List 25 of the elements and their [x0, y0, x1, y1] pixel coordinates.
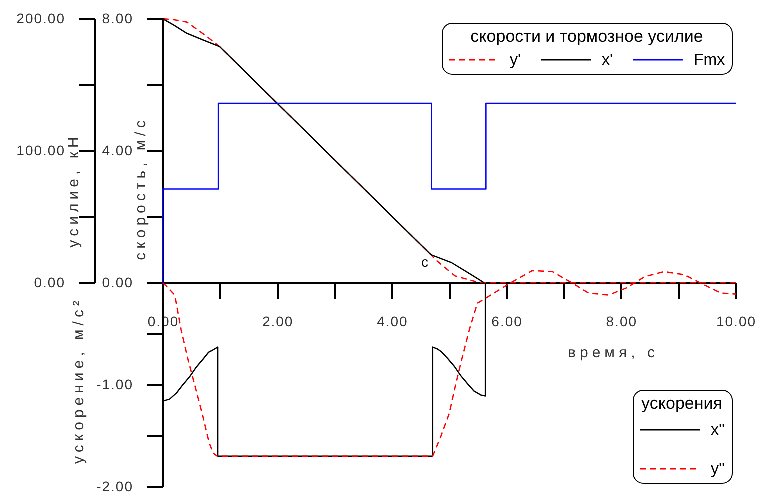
text: скорости и тормозное усилие: [470, 27, 704, 46]
legend-label: x'': [711, 422, 726, 439]
x-tick-label: 2.00: [262, 314, 294, 330]
y-tick-label: 0.00: [102, 274, 134, 290]
y3-axis-title: ускорение, м/с²: [70, 297, 88, 464]
y2-tick-label: 0.00: [34, 274, 66, 290]
x-axis-title: время, с: [568, 344, 659, 362]
y2-tick-label: 200.00: [16, 10, 66, 26]
y2-tick-label: 100.00: [16, 142, 66, 158]
legend-label: y': [510, 52, 522, 69]
y-tick-label: 8.00: [102, 10, 134, 26]
legend-label: y'': [711, 461, 726, 478]
y-tick-label: 4.00: [102, 142, 134, 158]
text: ускорения: [642, 394, 722, 413]
y-axis-title: скорость, м/с: [132, 116, 150, 260]
x-tick-label: 10.00: [716, 314, 757, 330]
x-tick-label: 8.00: [606, 314, 638, 330]
legend-label: x': [602, 52, 614, 69]
annotation: c: [422, 254, 428, 270]
legend-label: Fmx: [694, 52, 726, 69]
y3-tick-label: -2.00: [96, 478, 134, 494]
y2-axis-title: усилие, кН: [66, 133, 82, 248]
x-tick-label: 6.00: [492, 314, 523, 330]
y3-tick-label: -1.00: [96, 376, 134, 393]
x-tick-label: 4.00: [377, 314, 408, 330]
